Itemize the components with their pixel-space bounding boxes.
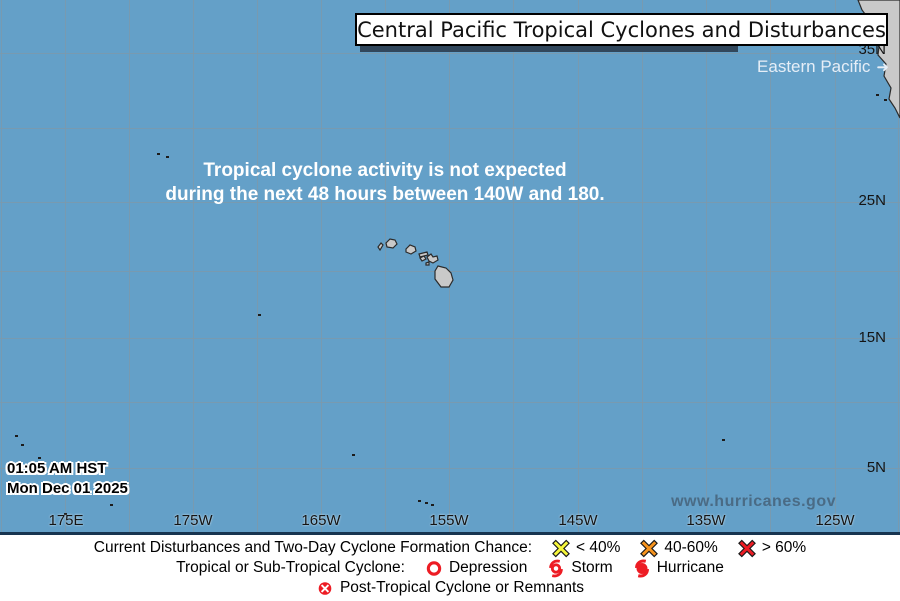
island-oahu: [405, 244, 417, 255]
legend: Current Disturbances and Two-Day Cyclone…: [0, 535, 900, 601]
watermark: www.hurricanes.gov: [671, 493, 836, 510]
legend-row-2: Tropical or Sub-Tropical Cyclone: Depress…: [176, 558, 724, 578]
latitude-label: 15N: [858, 329, 886, 346]
gridline-meridian: [1, 0, 2, 532]
circle-outline-icon: [426, 560, 442, 576]
longitude-label: 175E: [48, 512, 84, 529]
cyclone-filled-icon: [634, 559, 649, 577]
legend-item: Depression: [425, 559, 527, 578]
islet-mark: [64, 513, 67, 515]
gridline-parallel: [0, 53, 900, 54]
island-hawaii: [434, 265, 454, 288]
legend-row-1: Current Disturbances and Two-Day Cyclone…: [94, 538, 806, 558]
timestamp: 01:05 AM HST Mon Dec 01 2025: [7, 459, 128, 499]
land-layer: [377, 0, 900, 288]
longitude-label: 165W: [301, 512, 341, 529]
eastern-pacific-link[interactable]: Eastern Pacific ➜: [757, 57, 889, 77]
islet-mark: [352, 454, 355, 456]
gridline-parallel: [0, 128, 900, 129]
gridline-meridian: [513, 0, 514, 532]
islet-mark: [166, 156, 169, 158]
gridline-parallel: [0, 468, 900, 469]
gridline-meridian: [257, 0, 258, 532]
legend-item: > 60%: [737, 539, 807, 558]
x-mark-icon: [737, 539, 756, 557]
islet-mark: [425, 502, 428, 504]
islet-mark: [15, 435, 18, 437]
islet-mark: [38, 457, 41, 459]
gridline-meridian: [449, 0, 450, 532]
pacific-map: 175E 175W 165W 155W 145W 135W 125W 35N 25N 15N 5N…: [0, 0, 900, 535]
islet-mark: [876, 94, 879, 96]
gridline-parallel: [0, 402, 900, 403]
islet-mark: [28, 465, 31, 467]
longitude-label: 135W: [686, 512, 726, 529]
legend-item-label: 40-60%: [664, 539, 718, 556]
longitude-label: 145W: [558, 512, 598, 529]
legend-row-3: Post-Tropical Cyclone or Remnants: [316, 578, 584, 598]
gridline-meridian: [65, 0, 66, 532]
island-molokai: [418, 251, 429, 258]
legend-row-label: Current Disturbances and Two-Day Cyclone…: [93, 539, 532, 556]
latitude-label: 25N: [858, 192, 886, 209]
legend-item: Storm: [547, 559, 613, 578]
longitude-label: 155W: [429, 512, 469, 529]
longitude-label: 175W: [173, 512, 213, 529]
x-mark-icon: [552, 539, 570, 557]
notice-line-2: during the next 48 hours between 140W an…: [165, 184, 605, 205]
gridline-parallel: [0, 338, 900, 339]
island-kauai: [385, 238, 398, 249]
island-maui: [426, 253, 439, 264]
longitude-label: 125W: [815, 512, 855, 529]
islet-mark: [157, 153, 160, 155]
islet-mark: [258, 314, 261, 316]
gridline-meridian: [770, 0, 771, 532]
legend-item: < 40%: [552, 539, 620, 558]
island-kahoolawe: [425, 261, 430, 266]
notice-line-1: Tropical cyclone activity is not expecte…: [203, 160, 567, 181]
islet-mark: [21, 444, 24, 446]
arrow-right-icon: ➜: [876, 59, 889, 76]
islet-mark: [110, 504, 113, 506]
gridline-meridian: [385, 0, 386, 532]
islet-mark: [431, 504, 434, 506]
gridline-meridian: [706, 0, 707, 532]
island-niihau: [377, 242, 384, 252]
legend-item-label: > 60%: [761, 539, 807, 556]
circle-x-icon: [318, 581, 332, 595]
legend-item: Post-Tropical Cyclone or Remnants: [316, 579, 584, 598]
legend-item: Hurricane: [633, 559, 724, 578]
timestamp-date: Mon Dec 01 2025: [7, 480, 128, 497]
timestamp-time: 01:05 AM HST: [7, 460, 107, 477]
cyclone-open-icon: [549, 559, 564, 577]
gridline-meridian: [321, 0, 322, 532]
legend-item-label: Storm: [571, 559, 613, 576]
legend-item-label: < 40%: [576, 539, 621, 556]
gridline-meridian: [898, 0, 899, 532]
gridline-meridian: [642, 0, 643, 532]
x-mark-icon: [640, 539, 659, 557]
title-box: Central Pacific Tropical Cyclones and Di…: [355, 13, 888, 46]
legend-item: 40-60%: [640, 539, 718, 558]
legend-item-label: Hurricane: [656, 559, 724, 576]
islet-mark: [418, 500, 421, 502]
no-activity-notice: Tropical cyclone activity is not expecte…: [100, 159, 670, 207]
gridline-meridian: [129, 0, 130, 532]
page-title: Central Pacific Tropical Cyclones and Di…: [357, 17, 886, 42]
island-lanai: [419, 255, 427, 262]
legend-item-label: Post-Tropical Cyclone or Remnants: [339, 579, 585, 596]
gridline-meridian: [578, 0, 579, 532]
legend-item-label: Depression: [448, 559, 528, 576]
gridline-meridian: [835, 0, 836, 532]
eastern-pacific-label: Eastern Pacific: [757, 57, 871, 76]
latitude-label: 5N: [866, 459, 886, 476]
islet-mark: [722, 439, 725, 441]
legend-row-label: Tropical or Sub-Tropical Cyclone:: [176, 559, 405, 576]
islet-mark: [884, 99, 887, 101]
gridline-meridian: [193, 0, 194, 532]
gridline-parallel: [0, 202, 900, 203]
